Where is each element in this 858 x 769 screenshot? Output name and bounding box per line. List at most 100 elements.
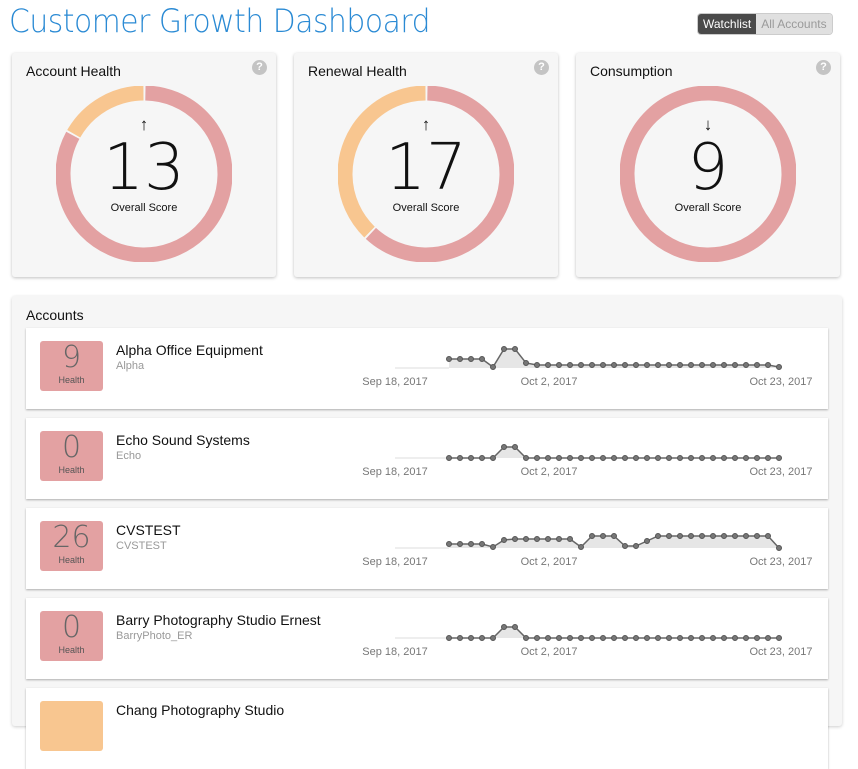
sparkline-point[interactable] bbox=[699, 455, 705, 461]
sparkline-point[interactable] bbox=[633, 362, 639, 368]
sparkline-point[interactable] bbox=[523, 635, 529, 641]
account-name[interactable]: Alpha Office Equipment bbox=[116, 342, 263, 358]
sparkline-point[interactable] bbox=[754, 455, 760, 461]
sparkline-point[interactable] bbox=[479, 635, 485, 641]
sparkline-point[interactable] bbox=[567, 635, 573, 641]
sparkline-point[interactable] bbox=[776, 364, 782, 370]
help-icon[interactable]: ? bbox=[816, 60, 831, 75]
account-row[interactable]: 9 Health Alpha Office Equipment Alpha Sep… bbox=[26, 328, 828, 409]
sparkline-point[interactable] bbox=[710, 455, 716, 461]
sparkline-point[interactable] bbox=[633, 455, 639, 461]
sparkline-point[interactable] bbox=[468, 541, 474, 547]
sparkline-point[interactable] bbox=[556, 362, 562, 368]
sparkline-point[interactable] bbox=[589, 362, 595, 368]
sparkline-point[interactable] bbox=[512, 624, 518, 630]
account-row[interactable]: 0 Health Barry Photography Studio Ernest… bbox=[26, 598, 828, 679]
sparkline-point[interactable] bbox=[468, 455, 474, 461]
account-name[interactable]: Chang Photography Studio bbox=[116, 702, 285, 718]
sparkline-point[interactable] bbox=[611, 362, 617, 368]
sparkline-point[interactable] bbox=[611, 635, 617, 641]
sparkline-point[interactable] bbox=[523, 360, 529, 366]
sparkline-point[interactable] bbox=[512, 444, 518, 450]
sparkline-point[interactable] bbox=[710, 635, 716, 641]
sparkline-point[interactable] bbox=[655, 455, 661, 461]
sparkline-point[interactable] bbox=[633, 543, 639, 549]
sparkline-point[interactable] bbox=[512, 346, 518, 352]
sparkline-point[interactable] bbox=[699, 533, 705, 539]
sparkline-point[interactable] bbox=[457, 455, 463, 461]
sparkline-point[interactable] bbox=[567, 362, 573, 368]
sparkline-point[interactable] bbox=[523, 536, 529, 542]
sparkline-point[interactable] bbox=[534, 455, 540, 461]
sparkline-point[interactable] bbox=[732, 362, 738, 368]
sparkline-point[interactable] bbox=[721, 362, 727, 368]
sparkline-point[interactable] bbox=[600, 455, 606, 461]
account-row[interactable]: 0 Health Echo Sound Systems Echo Sep 18, … bbox=[26, 418, 828, 499]
sparkline-point[interactable] bbox=[556, 536, 562, 542]
sparkline-point[interactable] bbox=[644, 362, 650, 368]
sparkline-point[interactable] bbox=[589, 455, 595, 461]
sparkline-point[interactable] bbox=[578, 544, 584, 550]
sparkline-point[interactable] bbox=[567, 536, 573, 542]
sparkline-point[interactable] bbox=[457, 541, 463, 547]
sparkline-point[interactable] bbox=[754, 533, 760, 539]
sparkline-point[interactable] bbox=[534, 635, 540, 641]
sparkline-point[interactable] bbox=[611, 455, 617, 461]
sparkline-point[interactable] bbox=[765, 362, 771, 368]
sparkline-point[interactable] bbox=[446, 541, 452, 547]
sparkline-point[interactable] bbox=[501, 624, 507, 630]
sparkline-point[interactable] bbox=[688, 635, 694, 641]
sparkline-point[interactable] bbox=[776, 545, 782, 551]
account-row[interactable]: 26 Health CVSTEST CVSTEST Sep 18, 2017 Oct… bbox=[26, 508, 828, 589]
sparkline-point[interactable] bbox=[666, 455, 672, 461]
sparkline-point[interactable] bbox=[688, 533, 694, 539]
sparkline-point[interactable] bbox=[490, 635, 496, 641]
sparkline-point[interactable] bbox=[688, 362, 694, 368]
sparkline-point[interactable] bbox=[600, 362, 606, 368]
sparkline-point[interactable] bbox=[578, 455, 584, 461]
sparkline-point[interactable] bbox=[600, 533, 606, 539]
sparkline-point[interactable] bbox=[743, 533, 749, 539]
sparkline-point[interactable] bbox=[655, 533, 661, 539]
sparkline-point[interactable] bbox=[468, 356, 474, 362]
sparkline-point[interactable] bbox=[677, 455, 683, 461]
sparkline-point[interactable] bbox=[754, 635, 760, 641]
sparkline-point[interactable] bbox=[578, 635, 584, 641]
sparkline-point[interactable] bbox=[611, 533, 617, 539]
account-name[interactable]: Barry Photography Studio Ernest bbox=[116, 612, 321, 628]
sparkline-point[interactable] bbox=[699, 635, 705, 641]
sparkline-point[interactable] bbox=[677, 635, 683, 641]
sparkline-point[interactable] bbox=[490, 364, 496, 370]
sparkline-point[interactable] bbox=[655, 362, 661, 368]
sparkline-point[interactable] bbox=[512, 536, 518, 542]
sparkline-point[interactable] bbox=[721, 533, 727, 539]
sparkline-point[interactable] bbox=[479, 356, 485, 362]
account-name[interactable]: CVSTEST bbox=[116, 522, 181, 538]
sparkline-point[interactable] bbox=[688, 455, 694, 461]
sparkline-point[interactable] bbox=[721, 455, 727, 461]
account-row[interactable]: Chang Photography Studio bbox=[26, 688, 828, 769]
sparkline-point[interactable] bbox=[545, 536, 551, 542]
sparkline-point[interactable] bbox=[490, 544, 496, 550]
sparkline-point[interactable] bbox=[765, 635, 771, 641]
view-toggle[interactable]: Watchlist All Accounts bbox=[698, 14, 832, 34]
sparkline-point[interactable] bbox=[501, 444, 507, 450]
sparkline-point[interactable] bbox=[567, 455, 573, 461]
sparkline-point[interactable] bbox=[743, 455, 749, 461]
sparkline-point[interactable] bbox=[501, 537, 507, 543]
sparkline-point[interactable] bbox=[732, 533, 738, 539]
sparkline-point[interactable] bbox=[644, 455, 650, 461]
sparkline-point[interactable] bbox=[545, 362, 551, 368]
sparkline-point[interactable] bbox=[622, 362, 628, 368]
sparkline-point[interactable] bbox=[622, 635, 628, 641]
sparkline-point[interactable] bbox=[765, 455, 771, 461]
help-icon[interactable]: ? bbox=[252, 60, 267, 75]
sparkline-point[interactable] bbox=[468, 635, 474, 641]
sparkline-point[interactable] bbox=[754, 362, 760, 368]
sparkline-point[interactable] bbox=[666, 362, 672, 368]
sparkline-point[interactable] bbox=[545, 635, 551, 641]
sparkline-point[interactable] bbox=[523, 455, 529, 461]
sparkline-point[interactable] bbox=[721, 635, 727, 641]
sparkline-point[interactable] bbox=[556, 635, 562, 641]
sparkline-point[interactable] bbox=[479, 541, 485, 547]
